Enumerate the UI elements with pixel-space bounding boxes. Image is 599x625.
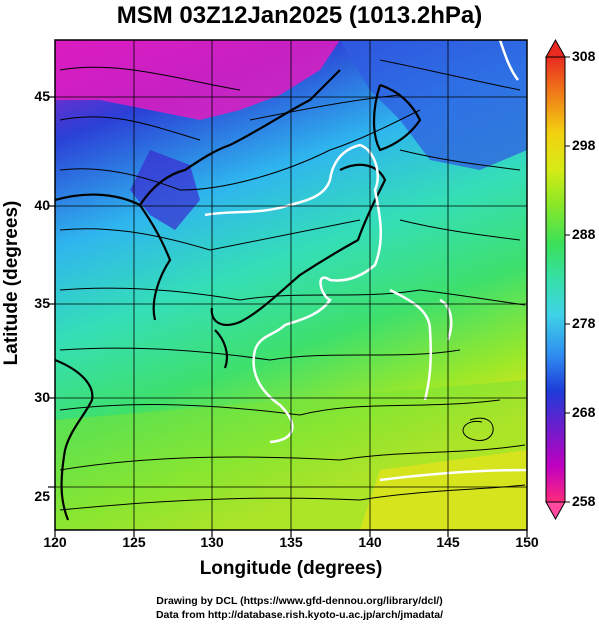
y-tick-label: 25 (34, 488, 50, 504)
colorbar-label: 278 (572, 315, 596, 331)
y-tick-label: 45 (34, 88, 50, 104)
colorbar-min-arrow (545, 501, 566, 521)
x-tick-label: 135 (279, 534, 303, 550)
x-tick-label: 120 (43, 534, 67, 550)
colorbar-body (545, 56, 566, 503)
colorbar-label: 308 (572, 48, 596, 64)
x-tick-label: 140 (358, 534, 382, 550)
colorbar-label: 268 (572, 404, 596, 420)
axis-ticks (48, 96, 528, 537)
colorbar-max-arrow (545, 38, 566, 58)
colorbar-ticks (565, 56, 570, 503)
map-grid (55, 40, 527, 530)
colorbar-label: 288 (572, 226, 596, 242)
x-axis-label: Longitude (degrees) (199, 558, 383, 579)
x-tick-label: 125 (122, 534, 146, 550)
x-tick-label: 145 (436, 534, 460, 550)
wind-streamlines (59, 59, 526, 511)
y-tick-label: 35 (34, 295, 50, 311)
credit-data-source: Data from http://database.rish.kyoto-u.a… (155, 609, 444, 621)
map-title: MSM 03Z12Jan2025 (1013.2hPa) (116, 2, 483, 29)
colorbar-label: 258 (572, 493, 596, 509)
x-tick-label: 130 (200, 534, 224, 550)
credit-drawing: Drawing by DCL (https://www.gfd-dennou.o… (156, 595, 443, 607)
colorbar-label: 298 (572, 137, 596, 153)
y-axis-label: Latitude (degrees) (1, 200, 22, 366)
x-tick-label: 150 (515, 534, 539, 550)
coastlines (55, 69, 422, 521)
y-tick-label: 40 (34, 197, 50, 213)
y-tick-label: 30 (34, 389, 50, 405)
freezing-contour (204, 40, 527, 482)
